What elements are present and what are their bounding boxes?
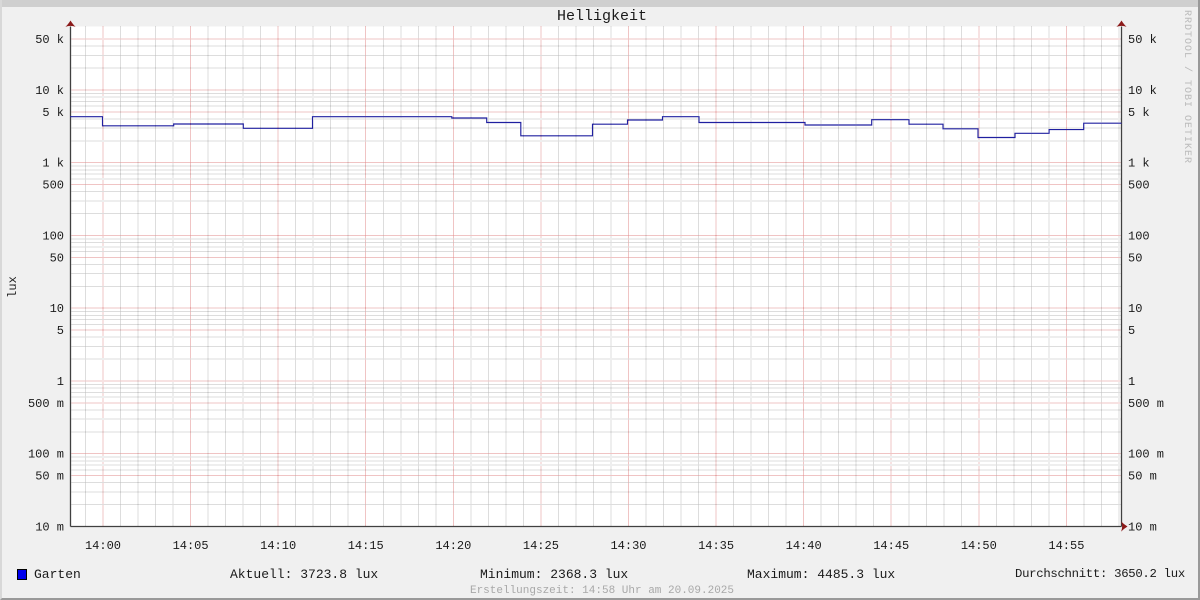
svg-text:5 k: 5 k: [1128, 106, 1150, 120]
svg-text:50 k: 50 k: [35, 33, 64, 47]
svg-text:14:25: 14:25: [523, 539, 559, 553]
svg-text:10: 10: [50, 302, 64, 316]
svg-text:14:05: 14:05: [173, 539, 209, 553]
svg-text:100 m: 100 m: [1128, 448, 1164, 462]
svg-text:10: 10: [1128, 302, 1142, 316]
svg-text:14:00: 14:00: [85, 539, 121, 553]
svg-text:1 k: 1 k: [42, 157, 64, 171]
svg-text:500 m: 500 m: [1128, 397, 1164, 411]
svg-text:1: 1: [57, 375, 64, 389]
svg-text:14:30: 14:30: [610, 539, 646, 553]
svg-text:50: 50: [50, 251, 64, 265]
svg-text:14:40: 14:40: [786, 539, 822, 553]
svg-text:50 m: 50 m: [35, 470, 64, 484]
svg-text:1: 1: [1128, 375, 1135, 389]
svg-text:10 m: 10 m: [1128, 520, 1157, 534]
svg-text:100: 100: [42, 229, 64, 243]
svg-text:50 m: 50 m: [1128, 470, 1157, 484]
svg-text:10 k: 10 k: [1128, 84, 1157, 98]
svg-text:14:15: 14:15: [348, 539, 384, 553]
svg-text:14:35: 14:35: [698, 539, 734, 553]
svg-text:5: 5: [57, 324, 64, 338]
svg-text:5 k: 5 k: [42, 106, 64, 120]
svg-text:50 k: 50 k: [1128, 33, 1157, 47]
svg-text:14:10: 14:10: [260, 539, 296, 553]
svg-text:500: 500: [1128, 179, 1150, 193]
svg-text:14:55: 14:55: [1048, 539, 1084, 553]
svg-text:14:50: 14:50: [961, 539, 997, 553]
svg-text:50: 50: [1128, 251, 1142, 265]
svg-text:5: 5: [1128, 324, 1135, 338]
svg-text:14:20: 14:20: [435, 539, 471, 553]
svg-text:14:45: 14:45: [873, 539, 909, 553]
svg-text:10 k: 10 k: [35, 84, 64, 98]
svg-text:10 m: 10 m: [35, 520, 64, 534]
svg-text:100 m: 100 m: [28, 448, 64, 462]
svg-text:500: 500: [42, 179, 64, 193]
svg-text:1 k: 1 k: [1128, 157, 1150, 171]
svg-text:500 m: 500 m: [28, 397, 64, 411]
svg-text:100: 100: [1128, 229, 1150, 243]
